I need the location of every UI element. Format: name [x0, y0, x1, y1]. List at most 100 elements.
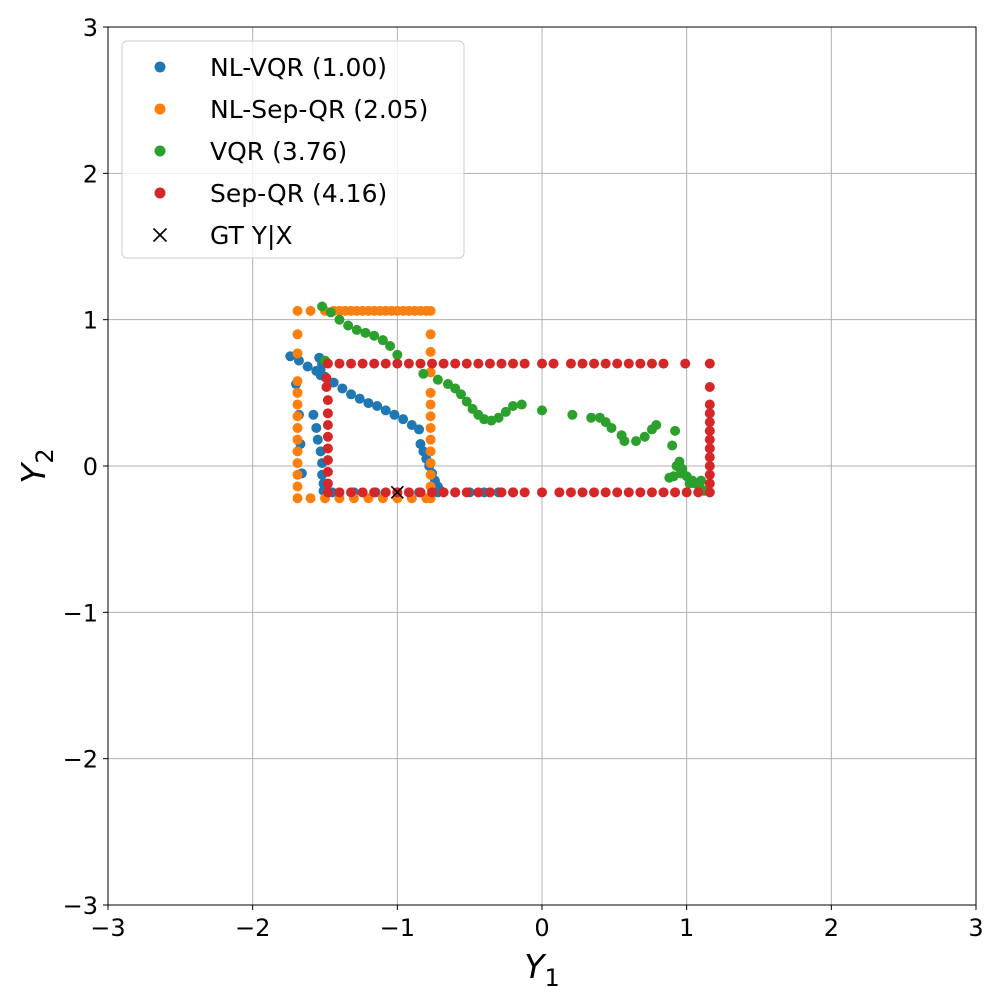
data-point — [586, 412, 597, 423]
legend-label-4: GT Y|X — [210, 221, 293, 250]
data-point — [398, 414, 409, 425]
data-point — [292, 446, 303, 457]
data-point — [403, 487, 414, 498]
data-point — [658, 358, 669, 369]
data-point — [308, 409, 319, 420]
legend-marker-1 — [154, 103, 166, 115]
data-point — [606, 422, 617, 433]
legend-marker-3 — [154, 187, 166, 199]
data-point — [461, 396, 472, 407]
data-point — [360, 327, 371, 338]
data-point — [292, 376, 303, 387]
data-point — [671, 461, 682, 471]
data-point — [508, 487, 519, 498]
data-point — [565, 487, 576, 498]
legend-marker-2 — [154, 145, 166, 157]
data-point — [567, 409, 578, 420]
data-point — [305, 493, 316, 504]
data-point — [357, 487, 368, 498]
legend-label-0: NL-VQR (1.00) — [210, 53, 387, 82]
data-point — [311, 422, 322, 433]
data-point — [427, 487, 438, 498]
data-point — [438, 358, 449, 369]
data-point — [577, 487, 588, 498]
data-point — [322, 466, 333, 477]
data-point — [351, 324, 362, 335]
data-point — [548, 358, 559, 369]
data-point — [321, 373, 332, 384]
y-tick-label: 0 — [83, 453, 98, 481]
data-point — [600, 358, 611, 369]
x-axis-label: Y1 — [524, 947, 559, 992]
data-point — [667, 440, 678, 451]
data-point — [425, 346, 436, 357]
legend-label-1: NL-Sep-QR (2.05) — [210, 95, 428, 124]
data-point — [377, 335, 388, 346]
legend-marker-0 — [154, 61, 166, 73]
data-point — [577, 358, 588, 369]
x-tick-label: 2 — [824, 914, 839, 942]
data-point — [406, 420, 417, 431]
legend-label-3: Sep-QR (4.16) — [210, 179, 387, 208]
data-point — [337, 383, 348, 394]
y-tick-label: 2 — [83, 160, 98, 188]
data-point — [623, 358, 634, 369]
data-point — [292, 458, 303, 469]
data-point — [334, 314, 345, 325]
data-point — [442, 379, 453, 390]
series-4 — [390, 485, 404, 499]
data-point — [292, 399, 303, 410]
data-point — [496, 358, 507, 369]
series-1 — [292, 305, 436, 504]
data-point — [438, 487, 449, 498]
gt-marker — [390, 485, 404, 499]
data-point — [519, 487, 530, 498]
data-point — [354, 393, 365, 404]
data-point — [704, 434, 715, 445]
data-point — [325, 307, 336, 318]
data-point — [537, 487, 547, 498]
data-point — [432, 374, 443, 385]
y-tick-label: −3 — [63, 892, 98, 920]
x-tick-label: 1 — [679, 914, 694, 942]
data-point — [658, 487, 669, 498]
data-point — [646, 358, 657, 369]
data-point — [363, 398, 374, 409]
data-point — [623, 487, 634, 498]
data-point — [322, 395, 333, 406]
data-point — [392, 358, 403, 369]
data-point — [357, 358, 368, 369]
data-point — [322, 420, 333, 431]
data-point — [704, 399, 715, 410]
data-point — [612, 358, 623, 369]
data-point — [292, 481, 303, 492]
data-point — [484, 358, 495, 369]
data-point — [328, 377, 339, 388]
data-point — [415, 487, 426, 498]
data-point — [619, 436, 630, 447]
data-point — [589, 358, 600, 369]
y-tick-label: −1 — [63, 599, 98, 627]
data-point — [418, 368, 429, 379]
data-point — [508, 401, 519, 412]
data-point — [537, 358, 547, 369]
y-tick-label: −2 — [63, 746, 98, 774]
data-point — [554, 487, 565, 498]
data-point — [305, 305, 316, 316]
data-point — [343, 320, 354, 331]
data-point — [322, 358, 333, 369]
y-tick-label: 3 — [83, 14, 98, 42]
data-point — [292, 493, 303, 504]
data-point — [450, 487, 461, 498]
data-point — [322, 431, 333, 442]
data-point — [664, 472, 675, 483]
data-point — [704, 443, 715, 454]
data-point — [321, 381, 332, 392]
data-point — [302, 361, 313, 372]
legend-entries: NL-VQR (1.00) NL-Sep-QR (2.05) VQR (3.76) S… — [152, 53, 428, 250]
data-point — [704, 478, 715, 489]
data-point — [651, 420, 662, 431]
data-point — [425, 387, 436, 398]
data-point — [322, 455, 333, 466]
